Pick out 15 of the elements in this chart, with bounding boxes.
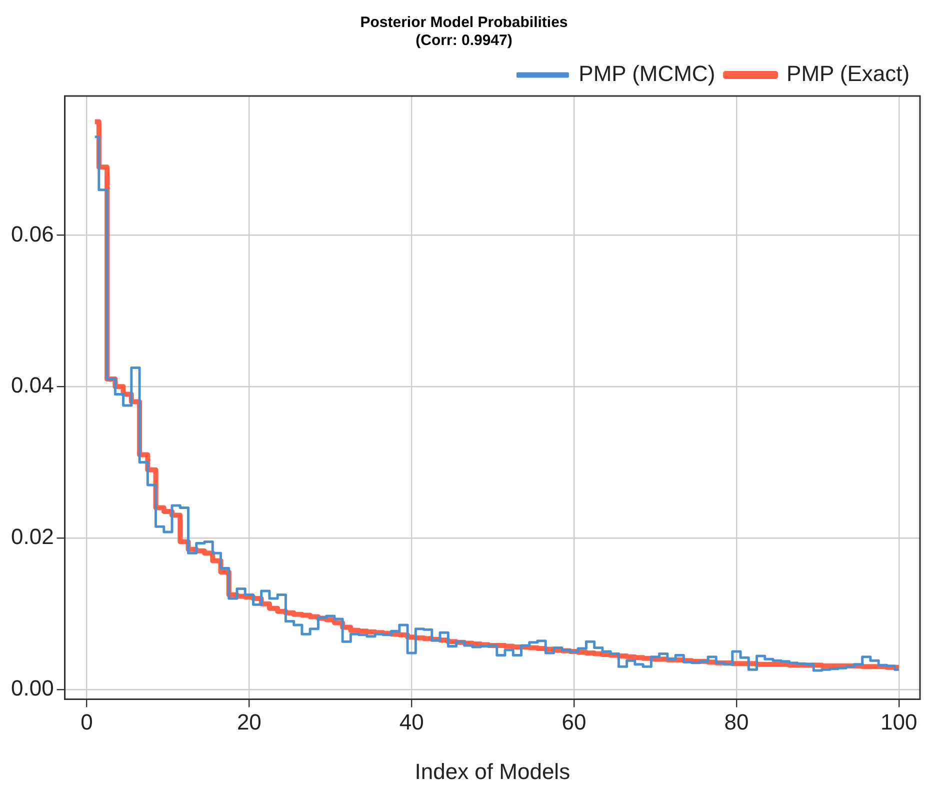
x-tick-label: 40 <box>399 709 424 734</box>
y-tick-label: 0.06 <box>10 221 54 246</box>
x-tick-label: 60 <box>562 709 586 734</box>
legend-label: PMP (Exact) <box>786 61 910 86</box>
y-tick-label: 0.02 <box>10 524 54 550</box>
x-tick-label: 0 <box>80 709 93 734</box>
chart-title: Posterior Model Probabilities <box>360 14 568 32</box>
x-axis-title: Index of Models <box>414 758 570 784</box>
x-tick-label: 80 <box>724 709 749 734</box>
y-tick-label: 0.04 <box>10 372 54 398</box>
chart-subtitle: (Corr: 0.9947) <box>416 32 512 50</box>
x-tick-label: 20 <box>236 709 262 734</box>
legend-label: PMP (MCMC) <box>578 61 716 86</box>
y-tick-label: 0.00 <box>10 675 54 700</box>
x-tick-label: 100 <box>880 709 918 734</box>
